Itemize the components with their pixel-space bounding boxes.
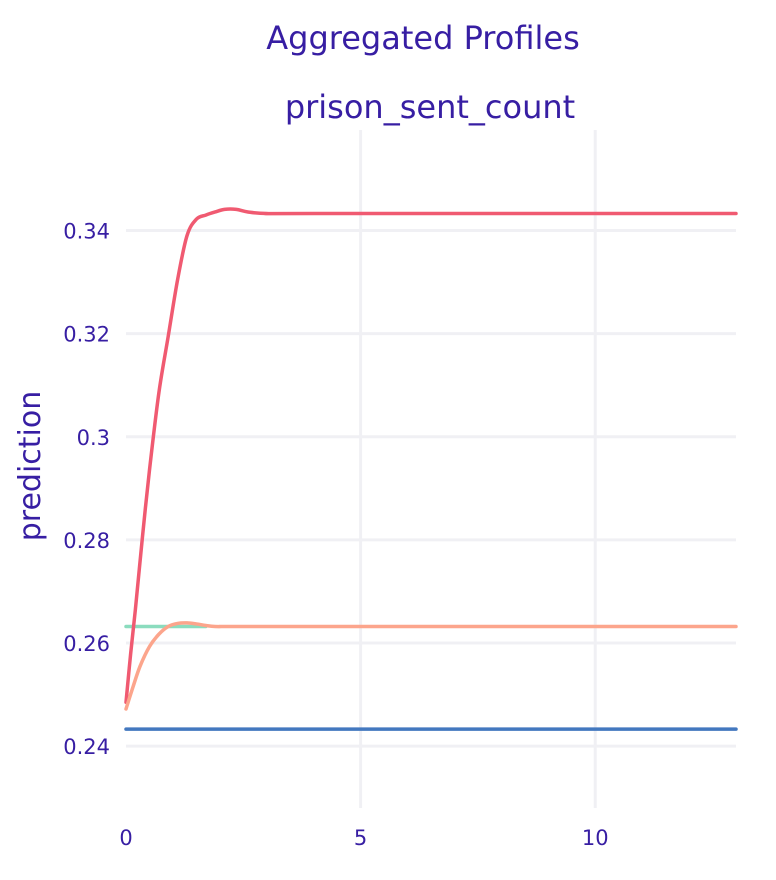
series-group <box>124 207 738 731</box>
y-tick-label: 0.34 <box>63 220 110 244</box>
chart-subtitle: prison_sent_count <box>285 88 575 126</box>
x-tick-label: 5 <box>354 826 367 850</box>
y-tick-label: 0.3 <box>77 426 110 450</box>
chart-title: Aggregated Profiles <box>266 19 579 57</box>
series-line-4 <box>124 621 738 711</box>
y-tick-label: 0.28 <box>63 529 110 553</box>
y-tick-label: 0.26 <box>63 632 110 656</box>
series-line-3 <box>124 207 738 705</box>
y-tick-label: 0.32 <box>63 323 110 347</box>
y-axis-label: prediction <box>13 391 48 542</box>
ticks: 0.24 0.26 0.28 0.3 0.32 0.34 0 5 10 <box>63 220 608 850</box>
y-tick-label: 0.24 <box>63 735 110 759</box>
x-tick-label: 10 <box>582 826 609 850</box>
grid <box>126 130 736 808</box>
x-tick-label: 0 <box>119 826 132 850</box>
